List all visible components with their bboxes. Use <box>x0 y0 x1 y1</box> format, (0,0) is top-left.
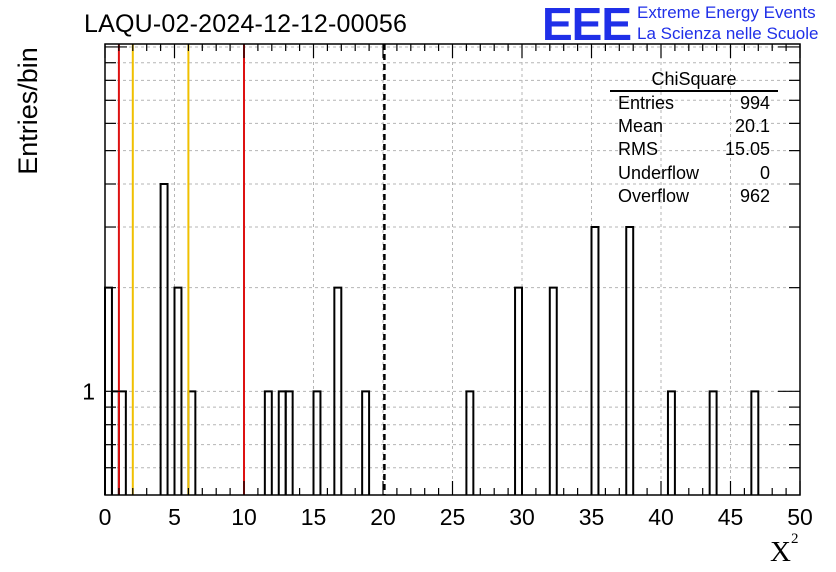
histogram-bar <box>514 286 523 495</box>
run-title: LAQU-02-2024-12-12-00056 <box>84 10 408 38</box>
x-tick-label: 25 <box>440 504 466 530</box>
stats-label: Underflow <box>618 162 700 183</box>
histogram-bar <box>361 390 371 495</box>
stats-row-entries: Entries 994 <box>610 92 778 115</box>
stats-divider <box>610 90 778 92</box>
histogram-bar <box>548 286 558 495</box>
grid-lines <box>105 44 800 495</box>
stats-row-rms: RMS 15.05 <box>610 138 778 161</box>
x-tick-label: 45 <box>718 504 744 530</box>
histogram-bar <box>708 390 718 495</box>
stats-row-mean: Mean 20.1 <box>610 115 778 138</box>
histogram-bar <box>590 226 600 495</box>
logo-line-1: Extreme Energy Events <box>637 3 816 22</box>
histogram-bar <box>284 390 294 495</box>
stats-value: 0 <box>759 162 770 183</box>
logo-line-2: La Scienza nelle Scuole <box>637 24 819 43</box>
x-tick-label: 15 <box>301 504 327 530</box>
reference-lines <box>117 44 386 495</box>
y-tick-labels: 1 <box>82 378 95 404</box>
histogram-bar <box>666 390 676 495</box>
x-tick-label: 40 <box>648 504 674 530</box>
y-axis-label: Entries/bin <box>13 47 43 175</box>
histogram-bar <box>750 390 760 495</box>
stats-label: Entries <box>618 93 675 113</box>
axes <box>104 43 801 496</box>
y-tick-label: 1 <box>82 378 95 404</box>
eee-logo: EEE Extreme Energy Events La Scienza nel… <box>540 0 836 50</box>
logo-mark: EEE <box>542 0 632 50</box>
stats-row-underflow: Underflow 0 <box>610 162 778 185</box>
histogram-bars <box>104 183 760 495</box>
stats-value: 15.05 <box>724 139 770 160</box>
stats-value: 962 <box>739 185 770 206</box>
histogram-bar <box>625 226 635 495</box>
stats-label: Mean <box>618 116 664 137</box>
x-tick-label: 0 <box>99 504 112 530</box>
x-axis-label: X2 <box>770 531 799 568</box>
stats-box: ChiSquare Entries 994 Mean 20.1 RMS 15.0… <box>610 68 778 208</box>
x-tick-label: 50 <box>787 504 813 530</box>
histogram-bar <box>263 390 273 495</box>
x-tick-labels: 0 5 10 15 20 25 30 35 40 45 50 <box>99 504 813 530</box>
stats-row-overflow: Overflow 962 <box>610 185 778 208</box>
stats-value: 994 <box>739 93 770 113</box>
x-tick-label: 30 <box>509 504 535 530</box>
x-tick-label: 20 <box>370 504 396 530</box>
histogram-bar <box>333 286 343 495</box>
histogram-bar <box>312 390 322 495</box>
stats-name: ChiSquare <box>651 69 737 89</box>
histogram-bar <box>173 286 183 495</box>
x-tick-label: 5 <box>168 504 181 530</box>
stats-label: Overflow <box>618 185 690 206</box>
histogram-bar <box>465 390 475 495</box>
stats-value: 20.1 <box>734 116 770 137</box>
stats-label: RMS <box>618 139 658 160</box>
histogram-bar <box>159 183 169 495</box>
x-tick-label: 10 <box>231 504 257 530</box>
x-tick-label: 35 <box>579 504 605 530</box>
